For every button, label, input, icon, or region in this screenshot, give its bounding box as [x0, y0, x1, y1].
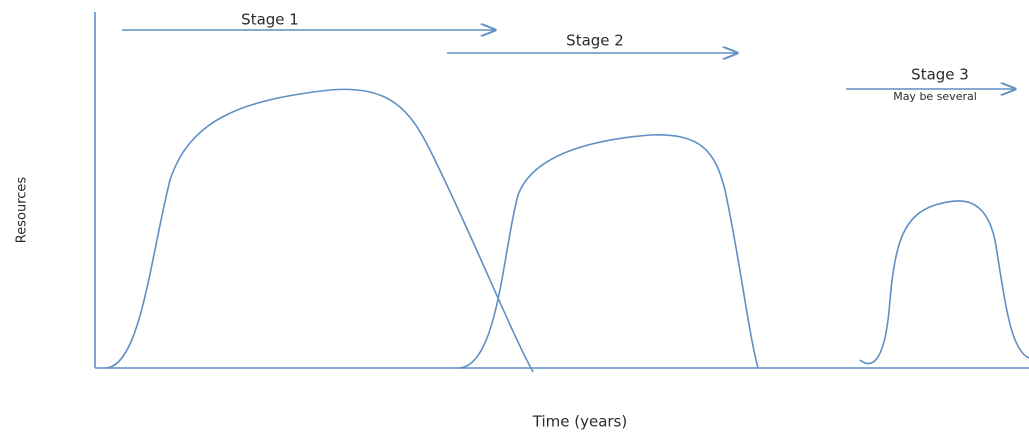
stage-label: Stage 2: [566, 32, 624, 50]
curve-stage-3: [859, 200, 1029, 365]
stage-label: Stage 1: [241, 11, 299, 29]
curve-stage-1: [104, 88, 534, 373]
curve-stage-2: [457, 134, 759, 369]
stage-note: May be several: [893, 90, 977, 103]
y-axis-label: Resources: [15, 177, 30, 244]
stage-label: Stage 3: [911, 66, 969, 84]
x-axis-label: Time (years): [532, 413, 627, 431]
